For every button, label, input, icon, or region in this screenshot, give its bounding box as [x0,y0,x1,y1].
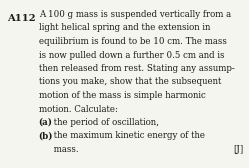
Text: A 100 g mass is suspended vertically from a: A 100 g mass is suspended vertically fro… [39,10,231,19]
Text: motion. Calculate:: motion. Calculate: [39,104,118,114]
Text: light helical spring and the extension in: light helical spring and the extension i… [39,24,210,32]
Text: motion of the mass is simple harmonic: motion of the mass is simple harmonic [39,91,205,100]
Text: then released from rest. Stating any assump-: then released from rest. Stating any ass… [39,64,234,73]
Text: the maximum kinetic energy of the: the maximum kinetic energy of the [51,132,205,140]
Text: is now pulled down a further 0.5 cm and is: is now pulled down a further 0.5 cm and … [39,51,224,59]
Text: (a): (a) [39,118,53,127]
Text: mass.: mass. [51,145,79,154]
Text: the period of oscillation,: the period of oscillation, [51,118,159,127]
Text: equilibrium is found to be 10 cm. The mass: equilibrium is found to be 10 cm. The ma… [39,37,227,46]
Text: (b): (b) [39,132,53,140]
Text: tions you make, show that the subsequent: tions you make, show that the subsequent [39,77,221,87]
Text: A112: A112 [7,14,36,23]
Text: [J]: [J] [234,145,244,154]
